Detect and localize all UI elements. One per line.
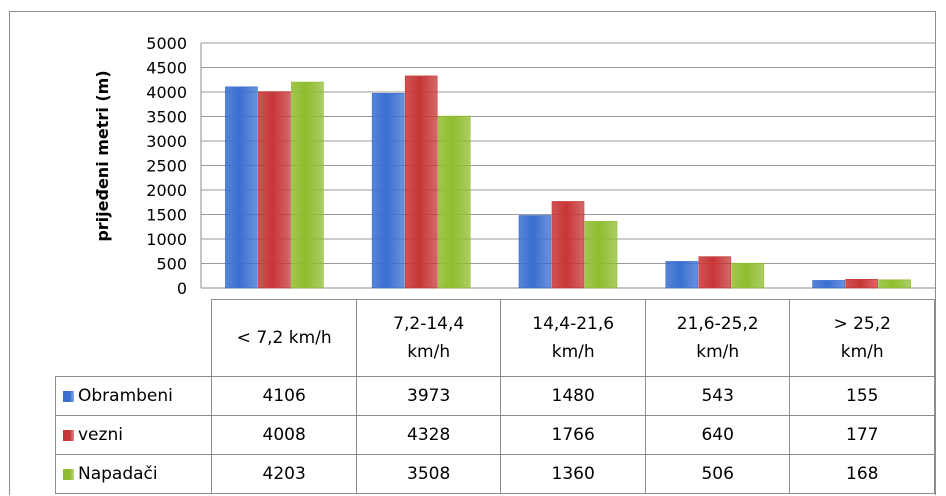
category-header-cell: 14,4-21,6 km/h [500, 299, 646, 377]
bar-obrambeni [371, 93, 405, 289]
category-header-cell: < 7,2 km/h [211, 299, 357, 377]
y-tick-label: 4000 [146, 83, 187, 102]
category-label: > 25,2 [833, 314, 891, 334]
category-header-cell: 7,2-14,4 km/h [355, 299, 502, 377]
data-cell: 506 [644, 454, 791, 494]
category-label: 21,6-25,2 [676, 314, 759, 334]
bar-vezni [551, 201, 585, 289]
bar-vezni [845, 279, 878, 289]
chart-plot: 0 500 1000 1500 2000 2500 3000 3500 4000 4500 5000… [93, 34, 935, 298]
data-cell: 4008 [211, 415, 357, 455]
y-tick-label: 5000 [146, 34, 187, 53]
table-row: vezni 4008 4328 1766 640 177 [54, 415, 935, 455]
legend-key-icon [63, 469, 74, 480]
data-table: < 7,2 km/h 7,2-14,4 km/h 14,4-21,6 km/h 21,6-… [54, 299, 935, 494]
legend-key-icon [63, 391, 74, 402]
category-header-cell: 21,6-25,2 km/h [644, 299, 791, 377]
data-cell: 3508 [355, 454, 502, 494]
y-tick-label: 1000 [146, 230, 187, 249]
y-tick-label: 3500 [146, 108, 187, 127]
y-tick-label: 4500 [146, 59, 187, 78]
data-cell: 168 [789, 454, 935, 494]
bar-vezni [404, 75, 438, 289]
table-row: Obrambeni 4106 3973 1480 543 155 [54, 376, 935, 416]
bar-obrambeni [665, 261, 699, 289]
category-label: km/h [696, 342, 740, 362]
bar-obrambeni [812, 280, 845, 289]
data-cell: 543 [644, 376, 791, 416]
bar-obrambeni [518, 215, 552, 289]
y-tick-label: 2000 [146, 181, 187, 200]
data-cell: 4203 [211, 454, 357, 494]
y-tick-label: 2500 [146, 157, 187, 176]
data-cell: 177 [789, 415, 935, 455]
category-header-cell: > 25,2 km/h [789, 299, 935, 377]
series-name: vezni [78, 425, 123, 445]
data-cell: 4106 [211, 376, 357, 416]
table-corner-cell [55, 299, 213, 377]
category-label: 14,4-21,6 [532, 314, 615, 334]
bar-vezni [698, 256, 732, 289]
series-label-cell: vezni [54, 415, 213, 455]
data-cell: 155 [789, 376, 935, 416]
category-label: km/h [840, 342, 884, 362]
category-header-row: < 7,2 km/h 7,2-14,4 km/h 14,4-21,6 km/h 21,6-… [55, 299, 935, 377]
bar-vezni [258, 91, 291, 289]
table-row: Napadači 4203 3508 1360 506 168 [54, 454, 935, 494]
chart-frame: 0 500 1000 1500 2000 2500 3000 3500 4000 4500 5000… [9, 11, 936, 495]
data-cell: 640 [644, 415, 791, 455]
y-tick-label: 0 [177, 279, 187, 298]
y-axis-label: prijeđeni metri (m) [93, 70, 112, 241]
bar-napadači [584, 221, 618, 289]
data-cell: 4328 [355, 415, 502, 455]
y-tick-label: 1500 [146, 206, 187, 225]
y-tick-label: 500 [156, 255, 187, 274]
data-cell: 1766 [500, 415, 646, 455]
series-name: Napadači [78, 464, 158, 484]
series-label-cell: Napadači [54, 454, 213, 494]
category-label: km/h [407, 342, 451, 362]
data-cell: 1360 [500, 454, 646, 494]
bar-obrambeni [225, 86, 258, 289]
series-label-cell: Obrambeni [54, 376, 213, 416]
category-label: 7,2-14,4 [393, 314, 465, 334]
category-label: km/h [551, 342, 595, 362]
bar-napadači [291, 81, 324, 289]
data-cell: 3973 [355, 376, 502, 416]
legend-key-icon [63, 430, 74, 441]
category-label: < 7,2 km/h [236, 328, 332, 348]
series-name: Obrambeni [78, 386, 173, 406]
y-tick-label: 3000 [146, 132, 187, 151]
bar-napadači [878, 279, 911, 289]
bar-napadači [437, 115, 471, 289]
bar-napadači [731, 262, 765, 289]
data-cell: 1480 [500, 376, 646, 416]
